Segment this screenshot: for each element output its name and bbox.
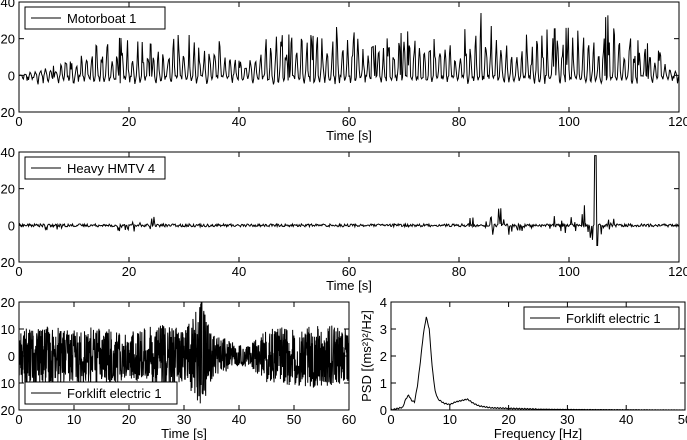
x-tick-label: 0 [387,412,394,427]
x-tick-label: 120 [668,114,687,129]
x-tick-label: 80 [452,264,466,279]
x-tick-label: 20 [501,412,515,427]
x-tick-label: 60 [342,412,356,427]
legend-box [24,381,178,405]
y-tick-label: 4 [380,295,387,310]
y-tick-label: 10 [1,322,15,337]
x-tick-label: 100 [558,264,580,279]
y-tick-label: 20 [1,182,15,197]
y-tick-label: -20 [0,255,15,270]
x-tick-label: 10 [67,412,81,427]
x-tick-label: 20 [122,264,136,279]
y-tick-label: 20 [1,32,15,47]
x-axis-title: Time [s] [161,426,207,440]
y-tick-label: 40 [1,0,15,10]
x-tick-label: 80 [452,114,466,129]
x-tick-label: 40 [619,412,633,427]
x-tick-label: 10 [443,412,457,427]
legend-box [24,6,166,30]
legend-label: Motorboat 1 [67,11,136,26]
x-tick-label: 0 [15,114,22,129]
x-tick-label: 20 [122,114,136,129]
x-tick-label: 20 [122,412,136,427]
x-tick-label: 120 [668,264,687,279]
x-tick-label: 60 [342,114,356,129]
x-tick-label: 60 [342,264,356,279]
y-tick-label: 40 [1,145,15,160]
x-tick-label: 50 [287,412,301,427]
panel-4: 0 10 20 30 40 50 0 1 2 3 4 Frequency [Hz] PSD [(ms²)… [359,295,687,440]
x-tick-label: 50 [678,412,687,427]
x-tick-label: 0 [15,264,22,279]
y-tick-label: 1 [380,376,387,391]
x-tick-label: 40 [232,114,246,129]
x-tick-label: 0 [15,412,22,427]
legend-box [523,306,680,330]
x-tick-label: 40 [232,264,246,279]
series-line [19,155,679,246]
x-axis-title: Time [s] [326,278,372,293]
y-tick-label: -20 [0,105,15,120]
y-tick-label: -20 [0,403,15,418]
legend-box [24,156,166,180]
x-tick-label: 100 [558,114,580,129]
x-axis-title: Frequency [Hz] [494,426,582,440]
series-line [391,316,685,410]
panel-3: 0 10 20 30 40 50 60 -20 -10 0 10 20 Time [s] Forklift… [0,295,356,440]
y-tick-label: 0 [8,68,15,83]
x-tick-label: 40 [232,412,246,427]
series-line [19,302,349,404]
y-axis-title: PSD [(ms²)²/Hz] [359,310,374,402]
y-tick-label: -10 [0,376,15,391]
y-tick-label: 0 [8,218,15,233]
legend-label: Heavy HMTV 4 [67,161,155,176]
legend-label: Forklift electric 1 [67,386,162,401]
y-tick-label: 20 [1,295,15,310]
x-tick-label: 30 [560,412,574,427]
y-tick-label: 0 [8,349,15,364]
x-tick-label: 30 [177,412,191,427]
legend-label: Forklift electric 1 [566,311,661,326]
series-line [19,12,679,85]
y-tick-label: 2 [380,349,387,364]
y-tick-label: 3 [380,322,387,337]
x-axis-title: Time [s] [326,128,372,143]
y-tick-label: 0 [380,403,387,418]
